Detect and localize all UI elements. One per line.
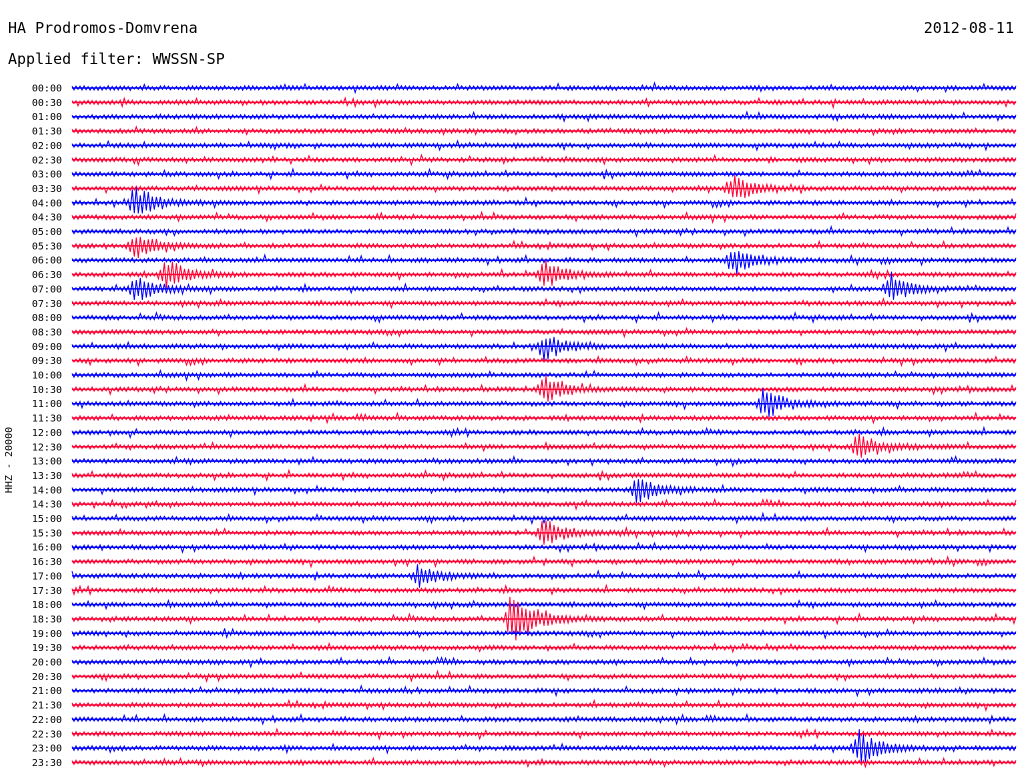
row-time-label: 16:00 xyxy=(32,543,62,554)
row-time-label: 13:30 xyxy=(32,471,62,482)
row-time-label: 08:00 xyxy=(32,313,62,324)
filter-line: Applied filter: WWSSN-SP xyxy=(8,50,225,68)
row-time-label: 01:00 xyxy=(32,112,62,123)
row-time-label: 14:00 xyxy=(32,485,62,496)
row-time-label: 22:30 xyxy=(32,729,62,740)
row-time-label: 19:00 xyxy=(32,629,62,640)
row-time-label: 23:30 xyxy=(32,758,62,769)
row-time-label: 02:00 xyxy=(32,141,62,152)
row-time-label: 20:30 xyxy=(32,672,62,683)
row-time-label: 03:30 xyxy=(32,184,62,195)
row-time-label: 12:30 xyxy=(32,442,62,453)
row-time-label: 00:00 xyxy=(32,84,62,95)
record-date: 2012-08-11 xyxy=(923,19,1014,37)
row-time-label: 14:30 xyxy=(32,500,62,511)
row-time-label: 06:30 xyxy=(32,270,62,281)
row-time-label: 11:00 xyxy=(32,399,62,410)
row-time-label: 22:00 xyxy=(32,715,62,726)
row-time-label: 09:30 xyxy=(32,356,62,367)
row-time-label: 15:00 xyxy=(32,514,62,525)
row-time-label: 17:00 xyxy=(32,571,62,582)
seismic-trace-row xyxy=(71,175,1017,199)
filter-name: WWSSN-SP xyxy=(152,50,225,68)
row-time-label: 10:00 xyxy=(32,371,62,382)
row-time-label: 16:30 xyxy=(32,557,62,568)
row-time-label: 11:30 xyxy=(32,414,62,425)
seismic-trace-row xyxy=(71,236,1017,259)
seismic-trace-row xyxy=(71,479,1017,503)
row-time-label: 23:00 xyxy=(32,744,62,755)
row-time-label: 07:30 xyxy=(32,299,62,310)
row-time-label: 21:00 xyxy=(32,686,62,697)
row-time-label: 08:30 xyxy=(32,327,62,338)
row-time-label: 19:30 xyxy=(32,643,62,654)
row-time-label: 09:00 xyxy=(32,342,62,353)
row-time-label: 05:00 xyxy=(32,227,62,238)
row-time-label: 02:30 xyxy=(32,155,62,166)
row-time-label: 03:00 xyxy=(32,170,62,181)
row-time-label: 01:30 xyxy=(32,127,62,138)
row-time-label: 21:30 xyxy=(32,701,62,712)
row-time-label: 18:00 xyxy=(32,600,62,611)
seismic-trace-row xyxy=(71,336,1017,362)
row-time-label: 00:30 xyxy=(32,98,62,109)
row-time-label: 06:00 xyxy=(32,256,62,267)
row-time-label: 17:30 xyxy=(32,586,62,597)
seismic-trace-row xyxy=(71,596,1017,641)
row-time-label: 04:30 xyxy=(32,213,62,224)
station-title: HA Prodromos-Domvrena xyxy=(8,19,198,37)
seismic-trace-row xyxy=(71,433,1017,458)
row-time-label: 15:30 xyxy=(32,528,62,539)
row-time-label: 12:00 xyxy=(32,428,62,439)
filter-prefix: Applied filter: xyxy=(8,50,144,68)
row-time-label: 18:30 xyxy=(32,614,62,625)
row-time-label: 20:00 xyxy=(32,658,62,669)
row-time-label: 13:00 xyxy=(32,457,62,468)
row-time-label: 10:30 xyxy=(32,385,62,396)
seismic-trace-row xyxy=(71,125,1017,137)
row-time-label: 05:30 xyxy=(32,241,62,252)
row-time-label: 04:00 xyxy=(32,198,62,209)
row-time-label: 07:00 xyxy=(32,284,62,295)
seismic-trace-row xyxy=(71,187,1017,214)
